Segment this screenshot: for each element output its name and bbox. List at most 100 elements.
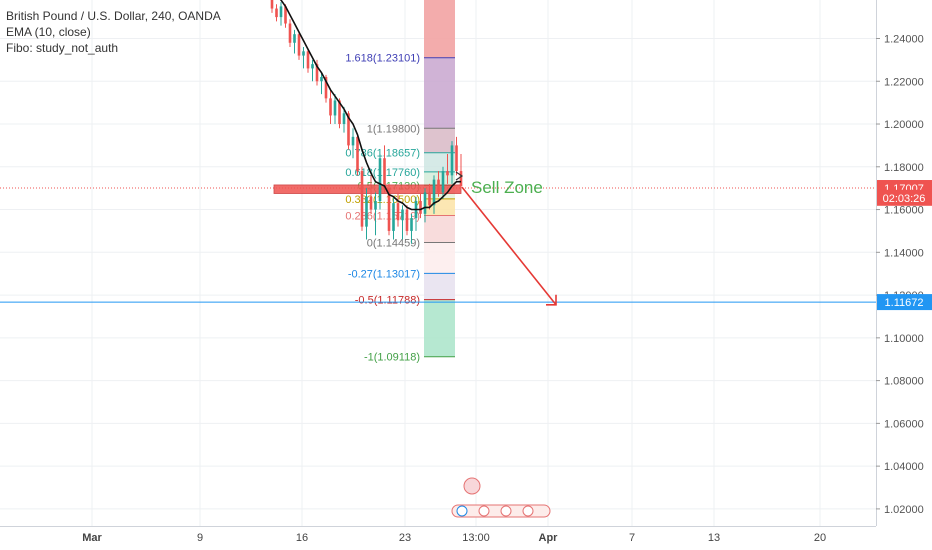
sell-arrow[interactable] xyxy=(455,171,557,306)
sell-zone-box[interactable] xyxy=(273,184,462,194)
fibo-level-label: 0.382(1.16500) xyxy=(345,194,420,206)
candle-body xyxy=(288,23,292,43)
arrow-cursor-icon xyxy=(455,171,464,181)
x-tick-label: 7 xyxy=(629,532,635,544)
candle-body xyxy=(437,179,440,193)
fibo-band xyxy=(424,198,455,216)
fibo-band xyxy=(424,128,455,153)
y-tick-label: 1.24000 xyxy=(884,33,924,45)
x-tick-label: Apr xyxy=(539,532,559,544)
fibo-level-label: -0.27(1.13017) xyxy=(348,268,420,280)
candle-body xyxy=(369,196,373,210)
candle-body xyxy=(351,136,355,146)
candle-body xyxy=(293,34,296,43)
candle-body xyxy=(378,158,382,201)
candle-body xyxy=(365,196,368,227)
fibo-band xyxy=(424,57,455,129)
candle-body xyxy=(275,8,278,18)
arrow-shaft xyxy=(461,186,557,306)
fibo-band xyxy=(424,215,455,243)
sell-zone-rect xyxy=(273,184,462,194)
fibo-level-label: -0.5(1.11788) xyxy=(355,295,420,307)
fibo-level-label: 0(1.14459) xyxy=(367,237,420,249)
candle-body xyxy=(329,98,332,116)
candle-body xyxy=(342,113,346,125)
fibo-level-label: 1.618(1.23101) xyxy=(345,53,420,65)
x-tick-label: 13 xyxy=(708,532,720,544)
y-tick-label: 1.04000 xyxy=(884,461,924,473)
fibo-level-label: -1(1.09118) xyxy=(364,352,420,364)
x-tick-label: 9 xyxy=(197,532,203,544)
candle-body xyxy=(320,76,323,82)
y-tick-label: 1.18000 xyxy=(884,162,924,174)
y-tick-label: 1.10000 xyxy=(884,333,924,345)
candle-body xyxy=(324,76,328,99)
fibo-level-label: 1(1.19800) xyxy=(367,123,420,135)
candle-body xyxy=(338,100,341,125)
candle-body xyxy=(459,171,463,187)
x-tick-label: 16 xyxy=(296,532,308,544)
sell-zone-label[interactable]: Sell Zone xyxy=(471,178,543,197)
candle-body xyxy=(441,171,445,193)
candlestick-series xyxy=(270,0,463,244)
fibo-level-label: 0.618(1.17760) xyxy=(345,167,420,179)
ema-line xyxy=(279,0,461,211)
candle-body xyxy=(410,218,413,231)
y-tick-label: 1.16000 xyxy=(884,205,924,217)
y-tick-label: 1.02000 xyxy=(884,504,924,516)
price-tag-box xyxy=(877,189,932,206)
symbol-title[interactable]: British Pound / U.S. Dollar, 240, OANDA xyxy=(6,9,221,23)
fibo-indicator-label[interactable]: Fibo: study_not_auth xyxy=(6,41,119,55)
candle-body xyxy=(432,179,436,206)
fibo-band xyxy=(424,299,455,357)
candle-body xyxy=(423,192,427,214)
candle-body xyxy=(279,6,283,18)
candle-body xyxy=(450,145,454,176)
price-axis[interactable]: 1.24000 1.22000 1.20000 1.18000 1.16000 1.140… xyxy=(876,0,924,526)
candle-body xyxy=(302,51,305,56)
price-tag-box xyxy=(877,294,932,311)
candle-body xyxy=(374,200,377,210)
candle-body xyxy=(356,136,359,172)
candle-body xyxy=(270,0,274,9)
y-tick-label: 1.22000 xyxy=(884,76,924,88)
y-tick-label: 1.14000 xyxy=(884,247,924,259)
candle-body xyxy=(311,64,314,69)
x-tick-label: 23 xyxy=(399,532,411,544)
y-tick-label: 1.06000 xyxy=(884,418,924,430)
y-tick-label: 1.20000 xyxy=(884,119,924,131)
fibo-band xyxy=(424,0,455,58)
candle-body xyxy=(401,209,404,221)
fibo-band xyxy=(424,152,455,172)
candle-body xyxy=(297,34,301,56)
y-tick-label: 1.08000 xyxy=(884,376,924,388)
tradingview-watermark-icon xyxy=(451,477,551,518)
price-tag-label: 1.11672 xyxy=(885,297,924,309)
candle-body xyxy=(360,171,364,227)
x-tick-label: 20 xyxy=(814,532,826,544)
candle-body xyxy=(419,200,422,214)
chart-legend: British Pound / U.S. Dollar, 240, OANDA … xyxy=(6,8,221,56)
candle-body xyxy=(347,113,350,146)
ema-indicator-label[interactable]: EMA (10, close) xyxy=(6,25,91,39)
fibo-level-label: 0.236(1.15719) xyxy=(345,211,420,223)
candle-body xyxy=(387,188,391,231)
fibo-band xyxy=(424,242,455,274)
x-tick-label: 13:00 xyxy=(462,532,490,544)
candle-body xyxy=(396,203,400,221)
candle-body xyxy=(455,145,458,172)
candle-body xyxy=(284,6,287,24)
candle-body xyxy=(383,158,386,189)
candle-body xyxy=(333,100,337,116)
candle-body xyxy=(446,171,449,176)
fibo-band xyxy=(424,273,455,300)
candle-body xyxy=(392,203,395,231)
time-axis[interactable]: Mar 9 16 23 13:00 Apr 7 13 20 xyxy=(0,526,876,545)
x-tick-label: Mar xyxy=(82,532,102,544)
candle-body xyxy=(306,51,310,69)
candle-body xyxy=(405,209,409,231)
candle-body xyxy=(315,64,319,82)
candle-body xyxy=(428,192,431,206)
